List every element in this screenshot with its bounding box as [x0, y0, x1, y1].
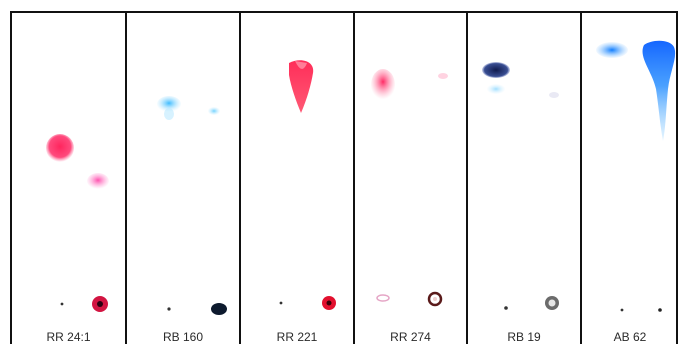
band-spot-left [596, 42, 628, 58]
tlc-plate-frame: RR 24:1 [10, 11, 678, 344]
band-spot-lower [87, 173, 109, 189]
lane-divider [239, 13, 241, 344]
lane-label: RR 274 [390, 330, 431, 344]
origin-mark-left [60, 302, 64, 306]
lane-rr-274-spots [371, 69, 448, 307]
lane-ab-62: AB 62 [582, 13, 676, 344]
origin-mark-left [167, 307, 171, 311]
origin-mark-left [504, 306, 508, 310]
band-spot-dark [482, 62, 510, 78]
lane-rr-221: RR 221 [241, 13, 353, 344]
lane-rr-24-1-spots [46, 134, 109, 312]
lane-rr-221-spots [279, 60, 336, 310]
band-spot-upper [46, 134, 74, 162]
lane-divider [125, 13, 127, 344]
band-streak-right [642, 40, 676, 141]
lane-label: AB 62 [613, 330, 647, 344]
lane-label: RB 160 [162, 330, 204, 344]
lane-rb-160-spots [157, 96, 227, 315]
origin-mark-right [658, 308, 662, 312]
band-spot-upper [157, 96, 181, 112]
lane-divider [466, 13, 468, 344]
lane-ab-62-spots [596, 40, 676, 312]
lane-divider [353, 13, 355, 344]
band-spot-upper [371, 69, 395, 101]
lane-label: RB 19 [507, 330, 541, 344]
origin-spot-right [427, 291, 443, 307]
lane-rb-19-spots [482, 62, 559, 310]
band-streak [289, 60, 314, 113]
lane-rr-24-1: RR 24:1 [12, 13, 125, 344]
lane-divider [580, 13, 582, 344]
origin-spot-right [211, 303, 227, 315]
origin-mark-left [620, 308, 624, 312]
lane-label: RR 24:1 [46, 330, 91, 344]
lane-rb-160: RB 160 [127, 13, 239, 344]
band-spot-faint [208, 107, 220, 115]
band-spot-light [487, 84, 505, 94]
band-spot-faint [438, 73, 448, 79]
origin-spot-left [376, 294, 390, 302]
lane-rr-274: RR 274 [355, 13, 466, 344]
lane-rb-19: RB 19 [468, 13, 580, 344]
origin-mark-left [279, 301, 283, 305]
lane-label: RR 221 [276, 330, 318, 344]
